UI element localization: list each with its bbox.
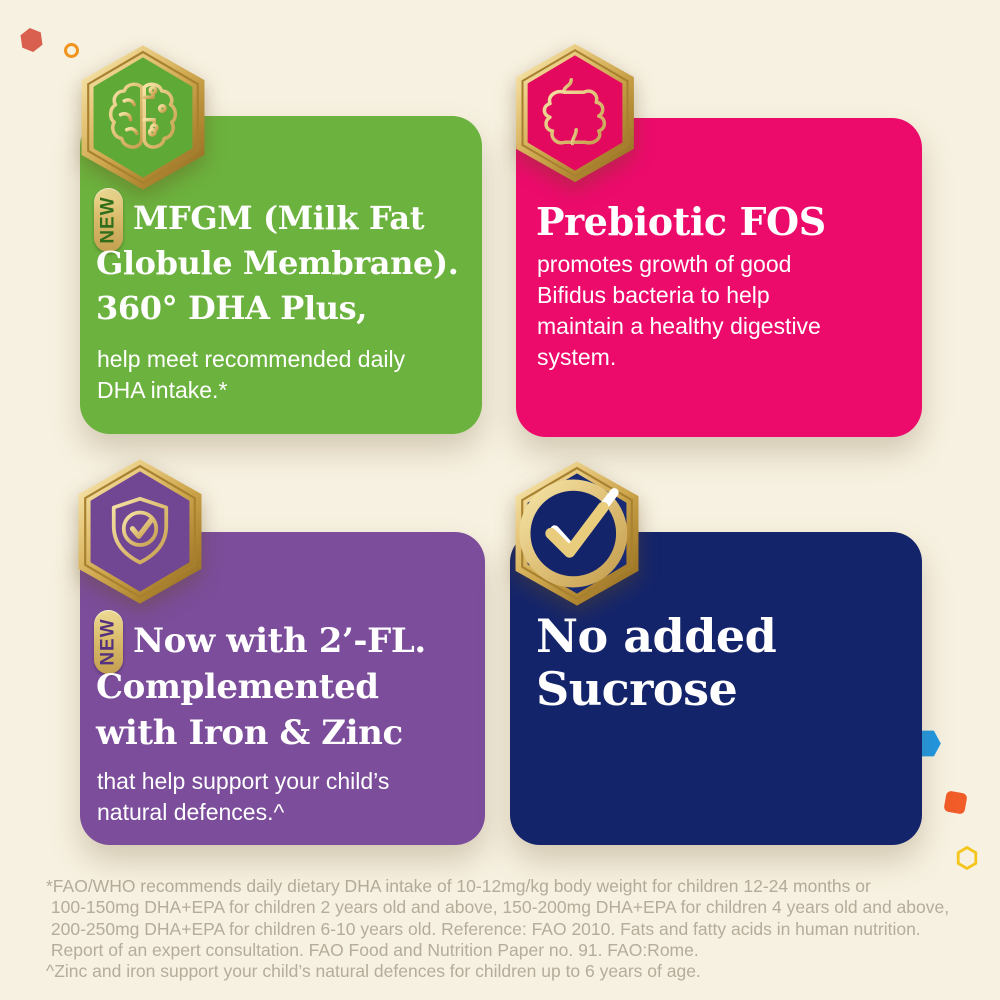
brain-badge [76,44,210,191]
footnote-line: *FAO/WHO recommends daily dietary DHA in… [46,876,871,896]
footnote: *FAO/WHO recommends daily dietary DHA in… [46,876,962,982]
card-body: promotes growth of good Bifidus bacteria… [537,251,821,370]
hexagon-frame [516,43,634,183]
gut-badge [511,42,639,184]
decor-square-orange [943,790,968,815]
footnote-line: ^Zinc and iron support your child’s natu… [46,961,701,982]
sucrose-badge: NO ADDED SUCROSE [510,460,644,607]
card-body: that help support your child’s natural d… [97,768,390,825]
decor-ring-orange [64,43,79,58]
check-circle-icon [519,479,628,588]
intestine-icon [542,78,607,146]
shield-check-icon [111,496,169,565]
card-heading: Now with 2’-FL. Complemented with Iron &… [96,621,426,753]
new-pill: NEW [94,610,123,674]
card-heading: No added Sucrose [536,609,777,716]
footnote-line: Report of an expert consultation. FAO Fo… [46,939,699,960]
card-heading: Prebiotic FOS [536,199,826,244]
card-body: help meet recommended daily DHA intake.* [97,346,406,403]
new-pill: NEW [94,188,123,252]
card-2fl-iron-zinc: NEW Now with 2’-FL. Complemented with Ir… [80,532,485,845]
decor-hexagon-coral [20,28,43,52]
decor-hexagon-yellow-outline [956,846,978,870]
footnote-line: 200-250mg DHA+EPA for children 6-10 year… [46,918,921,939]
card-heading: MFGM (Milk Fat Globule Membrane). 360° D… [96,199,459,327]
brain-circuit-icon [108,82,178,149]
footnote-line: 100-150mg DHA+EPA for children 2 years o… [46,897,950,918]
shield-badge [73,458,207,605]
